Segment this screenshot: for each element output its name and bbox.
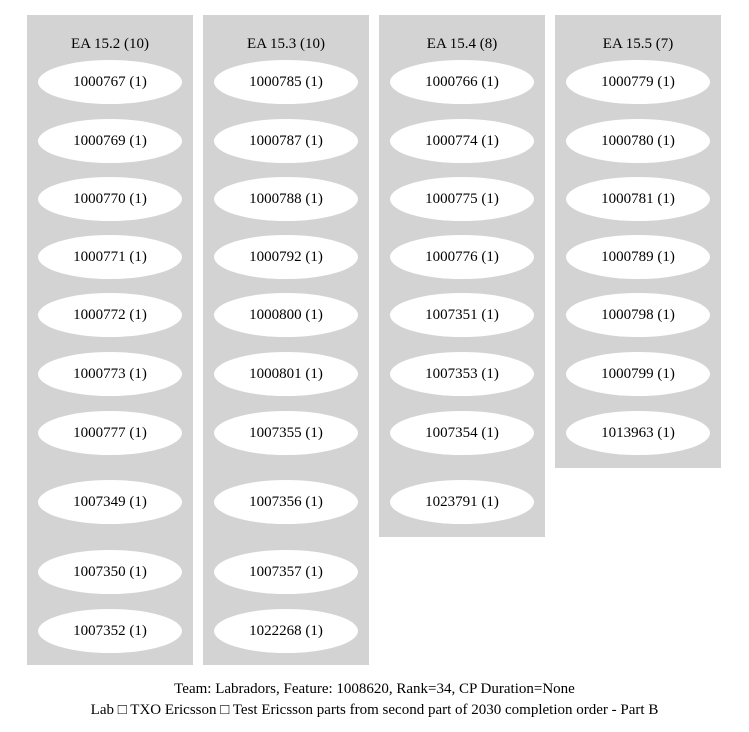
cluster-ea-15-3: EA 15.3 (10) 1000785 (1) 1000787 (1) 100…	[203, 15, 369, 665]
node: 1007357 (1)	[214, 550, 358, 594]
node: 1000769 (1)	[38, 119, 182, 163]
node: 1000779 (1)	[566, 60, 710, 104]
cluster-ea-15-4: EA 15.4 (8) 1000766 (1) 1000774 (1) 1000…	[379, 15, 545, 537]
node: 1000801 (1)	[214, 352, 358, 396]
node: 1000773 (1)	[38, 352, 182, 396]
node: 1000770 (1)	[38, 177, 182, 221]
node: 1000776 (1)	[390, 235, 534, 279]
node: 1000787 (1)	[214, 119, 358, 163]
cluster-title: EA 15.3 (10)	[247, 36, 325, 52]
cluster-ea-15-2: EA 15.2 (10) 1000767 (1) 1000769 (1) 100…	[27, 15, 193, 665]
node: 1023791 (1)	[390, 480, 534, 524]
node: 1000785 (1)	[214, 60, 358, 104]
graph-caption-line-1: Team: Labradors, Feature: 1008620, Rank=…	[174, 681, 575, 697]
node: 1000775 (1)	[390, 177, 534, 221]
node: 1000798 (1)	[566, 293, 710, 337]
node: 1007354 (1)	[390, 411, 534, 455]
node: 1000799 (1)	[566, 352, 710, 396]
graph-caption-line-2: Lab □ TXO Ericsson □ Test Ericsson parts…	[90, 702, 659, 718]
node: 1000771 (1)	[38, 235, 182, 279]
node: 1007349 (1)	[38, 480, 182, 524]
node: 1007350 (1)	[38, 550, 182, 594]
cluster-ea-15-5: EA 15.5 (7) 1000779 (1) 1000780 (1) 1000…	[555, 15, 721, 468]
node: 1000788 (1)	[214, 177, 358, 221]
node: 1000766 (1)	[390, 60, 534, 104]
node: 1000781 (1)	[566, 177, 710, 221]
node: 1022268 (1)	[214, 609, 358, 653]
node: 1000780 (1)	[566, 119, 710, 163]
node: 1000777 (1)	[38, 411, 182, 455]
cluster-title: EA 15.4 (8)	[426, 36, 498, 52]
cluster-title: EA 15.2 (10)	[71, 36, 149, 52]
node: 1000792 (1)	[214, 235, 358, 279]
node: 1007356 (1)	[214, 480, 358, 524]
node: 1000767 (1)	[38, 60, 182, 104]
node: 1000774 (1)	[390, 119, 534, 163]
node: 1000789 (1)	[566, 235, 710, 279]
node: 1000800 (1)	[214, 293, 358, 337]
node: 1013963 (1)	[566, 411, 710, 455]
node: 1007353 (1)	[390, 352, 534, 396]
node: 1007352 (1)	[38, 609, 182, 653]
node: 1007351 (1)	[390, 293, 534, 337]
node: 1007355 (1)	[214, 411, 358, 455]
node: 1000772 (1)	[38, 293, 182, 337]
cluster-title: EA 15.5 (7)	[602, 36, 674, 52]
